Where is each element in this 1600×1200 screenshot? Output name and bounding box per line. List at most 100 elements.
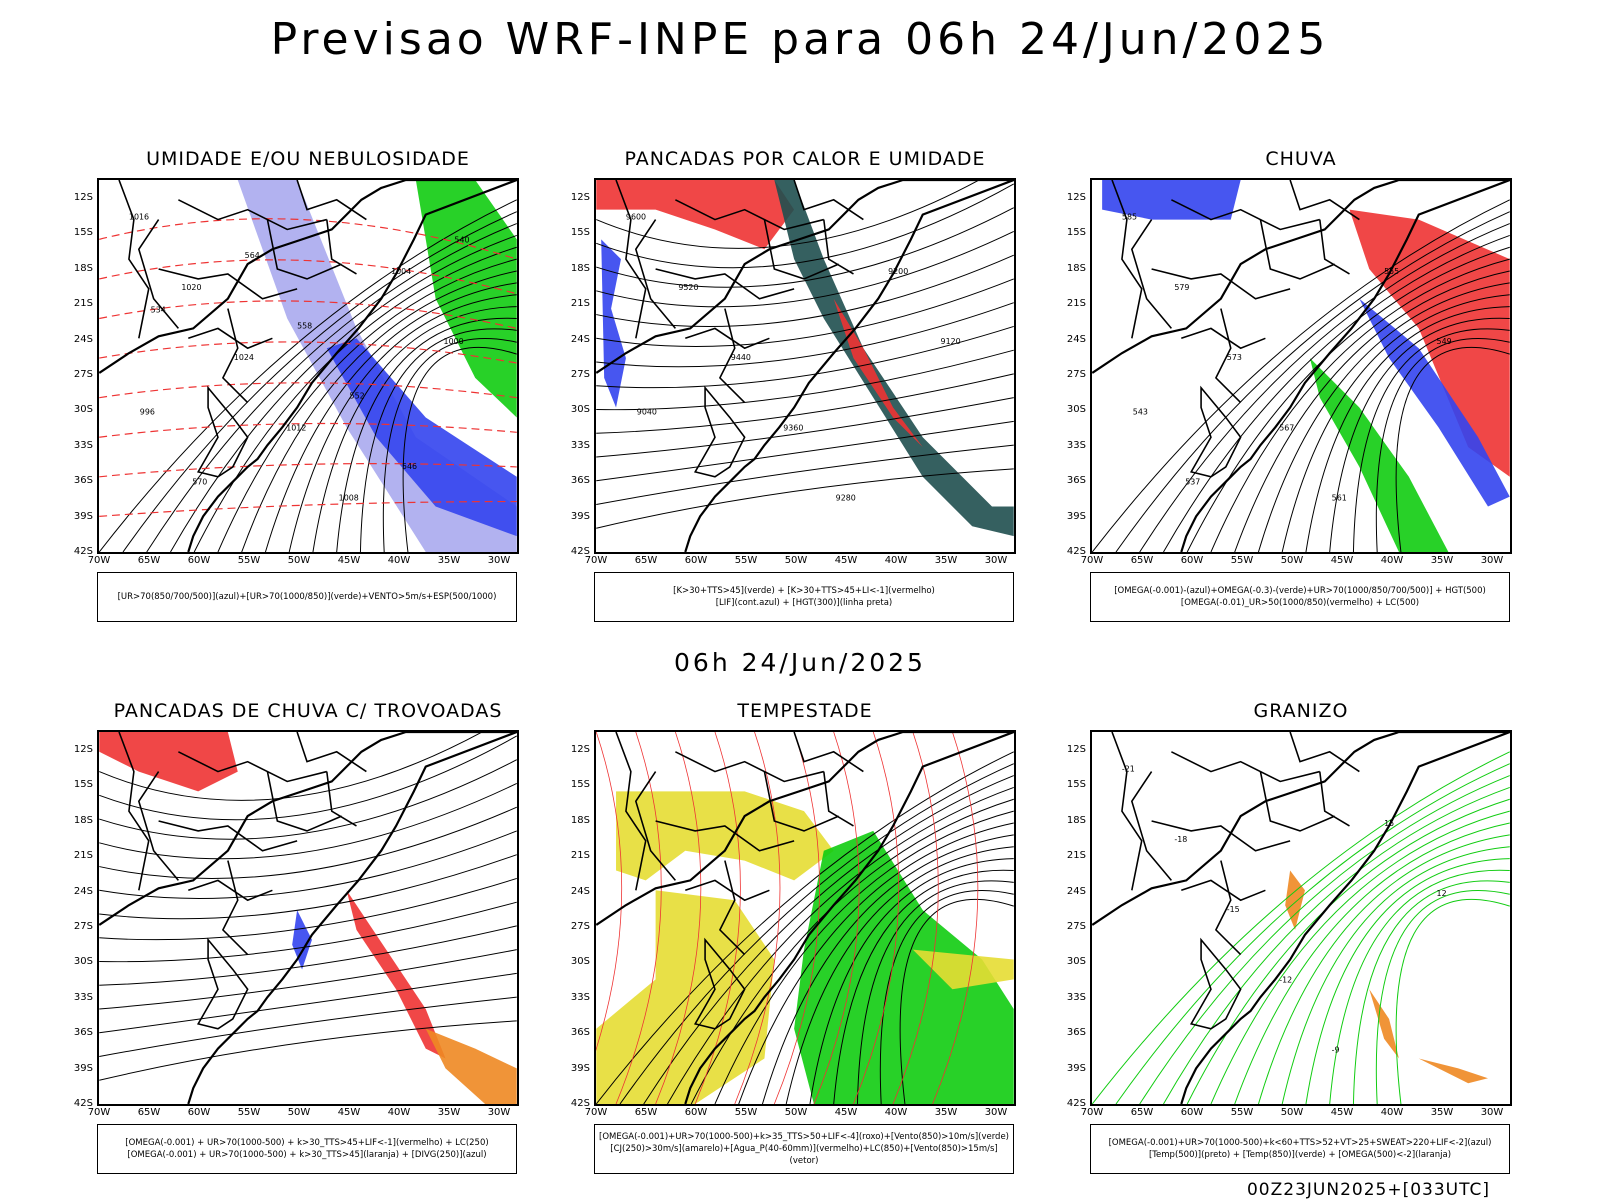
state-border bbox=[196, 385, 249, 478]
longitude-axis: 70W 65W 60W 55W 50W 45W 40W 35W 30W bbox=[88, 555, 519, 569]
panel-legend: [OMEGA(-0.001)-(azul)+OMEGA(-0.3)-(verde… bbox=[1090, 572, 1510, 622]
state-border bbox=[685, 327, 770, 350]
contour-line bbox=[99, 759, 517, 840]
lon-tick-label: 45W bbox=[337, 555, 361, 566]
contour-line bbox=[596, 349, 1014, 411]
lat-tick-label: 18S bbox=[73, 262, 93, 274]
lon-tick-label: 70W bbox=[87, 1107, 111, 1118]
shaded-field bbox=[425, 1028, 517, 1104]
latitude-axis: 12S 15S 18S 21S 24S 27S 30S 33S 36S 39S 42S bbox=[1058, 178, 1086, 557]
contour-line bbox=[99, 877, 517, 941]
map-canvas: 1016 1020 1024 1012 1008 1004 1000 996 570 564 558… bbox=[99, 180, 517, 552]
contour-line bbox=[1305, 306, 1510, 552]
state-border bbox=[221, 308, 249, 404]
lon-tick-label: 50W bbox=[784, 1107, 808, 1118]
lon-tick-label: 70W bbox=[1080, 555, 1104, 566]
state-border bbox=[326, 219, 357, 275]
contour-label: 1000 bbox=[444, 337, 464, 346]
state-border bbox=[1111, 732, 1143, 891]
contour-line bbox=[99, 854, 517, 920]
state-border bbox=[823, 219, 854, 275]
legend-line: [OMEGA(-0.001) + UR>70(1000-500) + k>30_… bbox=[127, 1150, 487, 1160]
lon-tick-label: 40W bbox=[1380, 1107, 1404, 1118]
contour-line bbox=[714, 810, 1014, 1104]
streamline bbox=[615, 732, 662, 1104]
shaded-field bbox=[346, 890, 446, 1059]
lat-tick-label: 21S bbox=[1066, 298, 1086, 310]
lat-tick-label: 36S bbox=[1066, 1027, 1086, 1039]
lon-tick-label: 60W bbox=[1180, 555, 1204, 566]
lat-tick-label: 21S bbox=[73, 850, 93, 862]
contour-line bbox=[217, 258, 517, 552]
lat-tick-label: 12S bbox=[1066, 744, 1086, 755]
contour-line bbox=[1234, 270, 1510, 552]
lon-tick-label: 30W bbox=[487, 555, 511, 566]
lon-tick-label: 40W bbox=[1380, 555, 1404, 566]
contour-line bbox=[643, 775, 1014, 1104]
lat-tick-label: 12S bbox=[73, 192, 93, 203]
legend-line: [LIF](cont.azul) + [HGT(300)](linha pret… bbox=[715, 598, 893, 608]
panel-legend: [OMEGA(-0.001) + UR>70(1000-500) + k>30_… bbox=[97, 1124, 517, 1174]
lat-tick-label: 24S bbox=[570, 333, 590, 345]
lat-tick-label: 27S bbox=[570, 369, 590, 380]
state-border bbox=[158, 820, 298, 852]
shaded-field bbox=[415, 180, 517, 418]
lon-tick-label: 45W bbox=[337, 1107, 361, 1118]
contour-line bbox=[264, 282, 517, 552]
coastline bbox=[1092, 180, 1510, 552]
legend-line: [OMEGA(-0.001)+UR>70(1000-500)+k>35_TTS>… bbox=[599, 1132, 1009, 1142]
lon-tick-label: 30W bbox=[1480, 555, 1504, 566]
contour-line bbox=[1163, 786, 1510, 1104]
lon-tick-label: 50W bbox=[287, 1107, 311, 1118]
lat-tick-label: 30S bbox=[73, 956, 93, 968]
lat-tick-label: 24S bbox=[1066, 885, 1086, 897]
contour-line bbox=[402, 346, 517, 552]
lat-tick-label: 30S bbox=[570, 956, 590, 968]
lat-tick-label: 36S bbox=[570, 1027, 590, 1039]
contour-line bbox=[99, 735, 517, 821]
lon-tick-label: 50W bbox=[784, 555, 808, 566]
contour-line bbox=[1115, 763, 1510, 1104]
map-canvas: 585 579 573 567 561 555 549 543 537 bbox=[1092, 180, 1510, 552]
lat-tick-label: 36S bbox=[73, 1027, 93, 1039]
lat-tick-label: 12S bbox=[1066, 192, 1086, 203]
state-border bbox=[296, 180, 367, 221]
lon-tick-label: 30W bbox=[487, 1107, 511, 1118]
contour-label: 1008 bbox=[339, 494, 359, 503]
contour-label: 558 bbox=[297, 321, 312, 330]
lat-tick-label: 18S bbox=[1066, 814, 1086, 826]
lon-tick-label: 65W bbox=[634, 1107, 658, 1118]
state-border bbox=[718, 308, 746, 404]
lat-tick-label: 12S bbox=[570, 744, 590, 755]
lat-tick-label: 24S bbox=[1066, 333, 1086, 345]
state-border bbox=[188, 327, 273, 350]
state-border bbox=[675, 199, 824, 231]
state-border bbox=[326, 771, 357, 827]
coastline bbox=[99, 180, 517, 552]
state-border bbox=[718, 860, 746, 956]
lat-tick-label: 33S bbox=[1066, 991, 1086, 1003]
main-title: Previsao WRF-INPE para 06h 24/Jun/2025 bbox=[270, 14, 1330, 65]
legend-line: [OMEGA(-0.001)+UR>70(1000-500)+k<60+TTS>… bbox=[1108, 1138, 1492, 1148]
latitude-axis: 12S 15S 18S 21S 24S 27S 30S 33S 36S 39S 42S bbox=[1058, 730, 1086, 1109]
lat-tick-label: 18S bbox=[570, 814, 590, 826]
contour-line bbox=[1329, 869, 1510, 1104]
legend-line: [Temp(500)](preto) + [Temp(850)](verde) … bbox=[1148, 1150, 1452, 1160]
lat-tick-label: 42S bbox=[570, 1098, 590, 1109]
contour-line bbox=[667, 786, 1014, 1104]
contour-label: 567 bbox=[1279, 423, 1294, 432]
lat-tick-label: 21S bbox=[570, 298, 590, 310]
lat-tick-label: 33S bbox=[1066, 439, 1086, 451]
map-canvas: -21 -18 -15 -12 -9 15 12 bbox=[1092, 732, 1510, 1104]
map-panel: 1016 1020 1024 1012 1008 1004 1000 996 570 564 558… bbox=[97, 178, 519, 554]
state-border bbox=[685, 879, 770, 902]
contour-line bbox=[170, 234, 517, 552]
state-border bbox=[296, 732, 367, 773]
contour-label: 1004 bbox=[391, 267, 411, 276]
shaded-field bbox=[596, 180, 795, 250]
state-border bbox=[1319, 771, 1350, 827]
contour-line bbox=[1115, 211, 1510, 552]
contour-line bbox=[1395, 346, 1510, 552]
contour-label: 12 bbox=[1437, 889, 1447, 898]
state-border bbox=[1130, 771, 1173, 881]
